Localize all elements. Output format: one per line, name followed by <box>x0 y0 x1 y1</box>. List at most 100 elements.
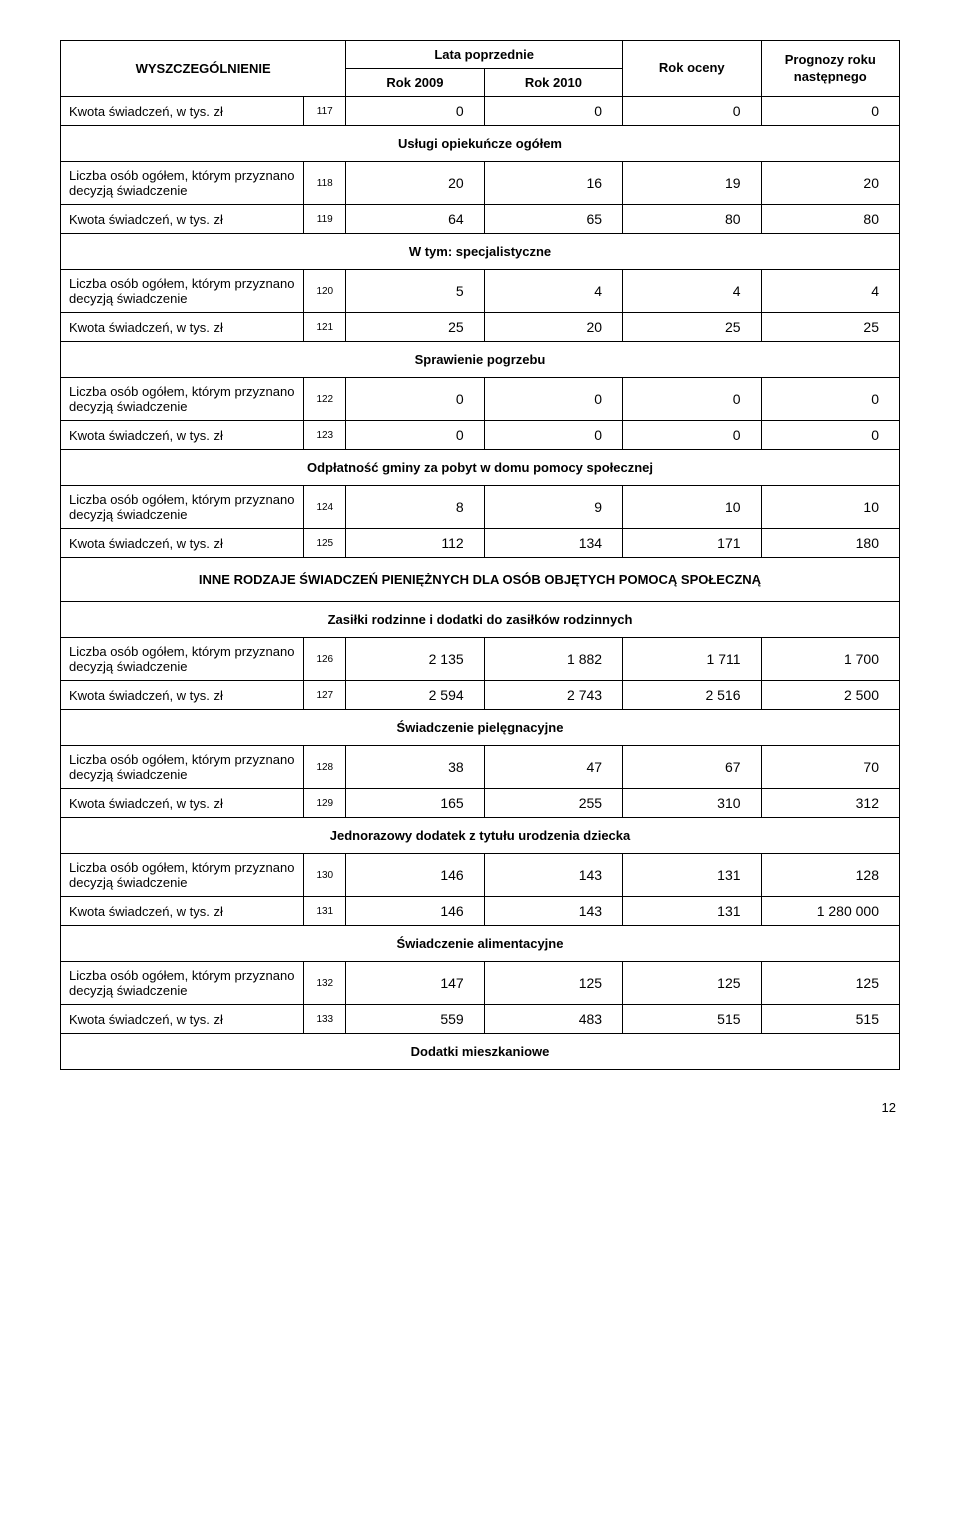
row-value: 125 <box>623 962 761 1005</box>
row-label: Kwota świadczeń, w tys. zł <box>61 529 304 558</box>
row-value: 515 <box>623 1005 761 1034</box>
hdr-label: WYSZCZEGÓLNIENIE <box>61 41 346 97</box>
table-row: Kwota świadczeń, w tys. zł13355948351551… <box>61 1005 900 1034</box>
section-title: Usługi opiekuńcze ogółem <box>61 126 900 162</box>
row-value: 1 280 000 <box>761 897 899 926</box>
section-header: Dodatki mieszkaniowe <box>61 1034 900 1070</box>
row-value: 64 <box>346 205 484 234</box>
row-index: 132 <box>304 962 346 1005</box>
row-value: 180 <box>761 529 899 558</box>
row-value: 47 <box>484 746 622 789</box>
row-index: 123 <box>304 421 346 450</box>
page-number: 12 <box>60 1100 900 1115</box>
row-index: 118 <box>304 162 346 205</box>
row-value: 143 <box>484 854 622 897</box>
row-label: Liczba osób ogółem, którym przyznano dec… <box>61 638 304 681</box>
row-value: 8 <box>346 486 484 529</box>
row-value: 10 <box>623 486 761 529</box>
row-index: 125 <box>304 529 346 558</box>
row-value: 0 <box>346 378 484 421</box>
row-value: 483 <box>484 1005 622 1034</box>
row-value: 19 <box>623 162 761 205</box>
row-index: 117 <box>304 97 346 126</box>
row-value: 20 <box>346 162 484 205</box>
row-value: 16 <box>484 162 622 205</box>
row-value: 312 <box>761 789 899 818</box>
section-header: Sprawienie pogrzebu <box>61 342 900 378</box>
row-value: 125 <box>761 962 899 1005</box>
row-value: 10 <box>761 486 899 529</box>
row-value: 4 <box>761 270 899 313</box>
row-value: 1 882 <box>484 638 622 681</box>
table-row: Kwota świadczeń, w tys. zł11964658080 <box>61 205 900 234</box>
section-title: W tym: specjalistyczne <box>61 234 900 270</box>
row-index: 124 <box>304 486 346 529</box>
section-header: Zasiłki rodzinne i dodatki do zasiłków r… <box>61 602 900 638</box>
row-value: 310 <box>623 789 761 818</box>
row-value: 0 <box>484 378 622 421</box>
row-value: 80 <box>761 205 899 234</box>
row-value: 25 <box>623 313 761 342</box>
section-title: INNE RODZAJE ŚWIADCZEŃ PIENIĘŻNYCH DLA O… <box>61 558 900 602</box>
row-value: 559 <box>346 1005 484 1034</box>
table-row: Kwota świadczeń, w tys. zł1170000 <box>61 97 900 126</box>
table-row: Kwota świadczeń, w tys. zł12125202525 <box>61 313 900 342</box>
row-label: Liczba osób ogółem, którym przyznano dec… <box>61 270 304 313</box>
row-value: 0 <box>623 97 761 126</box>
row-label: Liczba osób ogółem, którym przyznano dec… <box>61 378 304 421</box>
hdr-prev-years: Lata poprzednie <box>346 41 623 69</box>
row-value: 131 <box>623 897 761 926</box>
row-label: Liczba osób ogółem, którym przyznano dec… <box>61 486 304 529</box>
section-header: Odpłatność gminy za pobyt w domu pomocy … <box>61 450 900 486</box>
row-value: 0 <box>484 421 622 450</box>
row-index: 130 <box>304 854 346 897</box>
row-index: 127 <box>304 681 346 710</box>
row-value: 38 <box>346 746 484 789</box>
row-label: Kwota świadczeń, w tys. zł <box>61 421 304 450</box>
table-header: WYSZCZEGÓLNIENIE Lata poprzednie Rok oce… <box>61 41 900 97</box>
row-value: 20 <box>484 313 622 342</box>
section-title: Świadczenie pielęgnacyjne <box>61 710 900 746</box>
row-value: 20 <box>761 162 899 205</box>
row-label: Liczba osób ogółem, którym przyznano dec… <box>61 162 304 205</box>
row-label: Kwota świadczeń, w tys. zł <box>61 681 304 710</box>
row-index: 133 <box>304 1005 346 1034</box>
row-value: 112 <box>346 529 484 558</box>
row-value: 25 <box>761 313 899 342</box>
section-header: Świadczenie alimentacyjne <box>61 926 900 962</box>
row-value: 2 500 <box>761 681 899 710</box>
row-value: 146 <box>346 897 484 926</box>
row-value: 143 <box>484 897 622 926</box>
row-label: Kwota świadczeń, w tys. zł <box>61 897 304 926</box>
section-header: Jednorazowy dodatek z tytułu urodzenia d… <box>61 818 900 854</box>
row-value: 134 <box>484 529 622 558</box>
row-value: 255 <box>484 789 622 818</box>
row-value: 125 <box>484 962 622 1005</box>
row-value: 0 <box>346 421 484 450</box>
row-value: 0 <box>623 378 761 421</box>
row-index: 122 <box>304 378 346 421</box>
row-index: 119 <box>304 205 346 234</box>
table-body: Kwota świadczeń, w tys. zł1170000Usługi … <box>61 97 900 1070</box>
row-value: 2 743 <box>484 681 622 710</box>
row-label: Kwota świadczeń, w tys. zł <box>61 97 304 126</box>
table-row: Liczba osób ogółem, którym przyznano dec… <box>61 162 900 205</box>
row-value: 67 <box>623 746 761 789</box>
table-row: Kwota świadczeń, w tys. zł12511213417118… <box>61 529 900 558</box>
row-index: 129 <box>304 789 346 818</box>
table-row: Liczba osób ogółem, którym przyznano dec… <box>61 746 900 789</box>
row-value: 1 711 <box>623 638 761 681</box>
row-value: 5 <box>346 270 484 313</box>
row-label: Kwota świadczeń, w tys. zł <box>61 1005 304 1034</box>
row-value: 2 594 <box>346 681 484 710</box>
table-row: Kwota świadczeń, w tys. zł1272 5942 743 2… <box>61 681 900 710</box>
section-header: INNE RODZAJE ŚWIADCZEŃ PIENIĘŻNYCH DLA O… <box>61 558 900 602</box>
row-value: 9 <box>484 486 622 529</box>
row-label: Kwota świadczeń, w tys. zł <box>61 205 304 234</box>
row-value: 171 <box>623 529 761 558</box>
row-value: 0 <box>761 97 899 126</box>
row-index: 131 <box>304 897 346 926</box>
row-value: 0 <box>623 421 761 450</box>
row-value: 0 <box>484 97 622 126</box>
row-value: 1 700 <box>761 638 899 681</box>
